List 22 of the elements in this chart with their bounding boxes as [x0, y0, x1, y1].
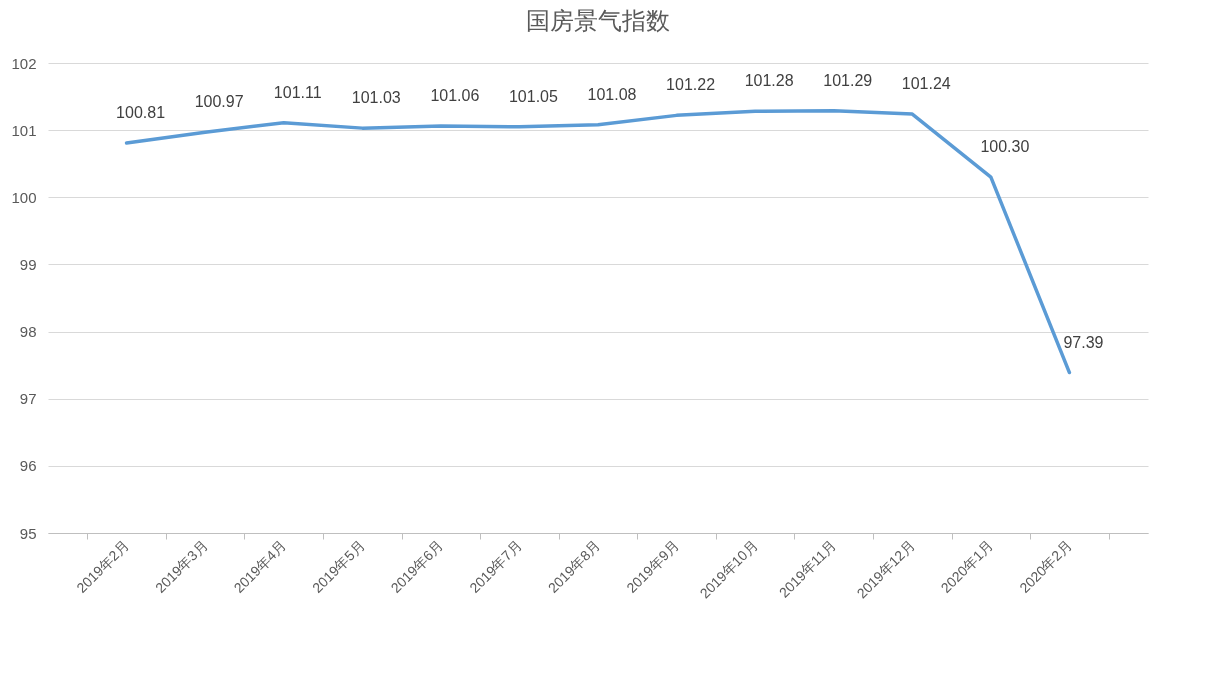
y-tick-label: 100	[11, 188, 37, 206]
data-label: 100.97	[194, 93, 244, 111]
y-tick-label: 95	[19, 524, 37, 542]
y-tick-label: 98	[19, 323, 37, 341]
y-tick-label: 96	[19, 457, 37, 475]
data-label: 101.11	[273, 83, 322, 101]
data-label: 97.39	[1063, 333, 1104, 351]
data-label: 101.24	[901, 75, 951, 93]
data-label: 100.30	[980, 138, 1030, 156]
y-tick-label: 101	[11, 121, 37, 139]
y-tick-label: 97	[19, 390, 37, 408]
data-label: 101.03	[351, 89, 401, 107]
data-label: 101.06	[430, 87, 480, 105]
y-tick-label: 99	[19, 255, 37, 273]
data-label: 101.22	[666, 76, 716, 94]
data-label: 100.81	[116, 103, 166, 121]
data-label: 101.05	[508, 87, 558, 105]
data-label: 101.28	[744, 72, 794, 90]
chart-title: 国房景气指数	[526, 7, 670, 34]
data-label: 101.08	[587, 85, 637, 103]
y-tick-label: 102	[11, 54, 37, 72]
data-label: 101.29	[823, 71, 873, 89]
